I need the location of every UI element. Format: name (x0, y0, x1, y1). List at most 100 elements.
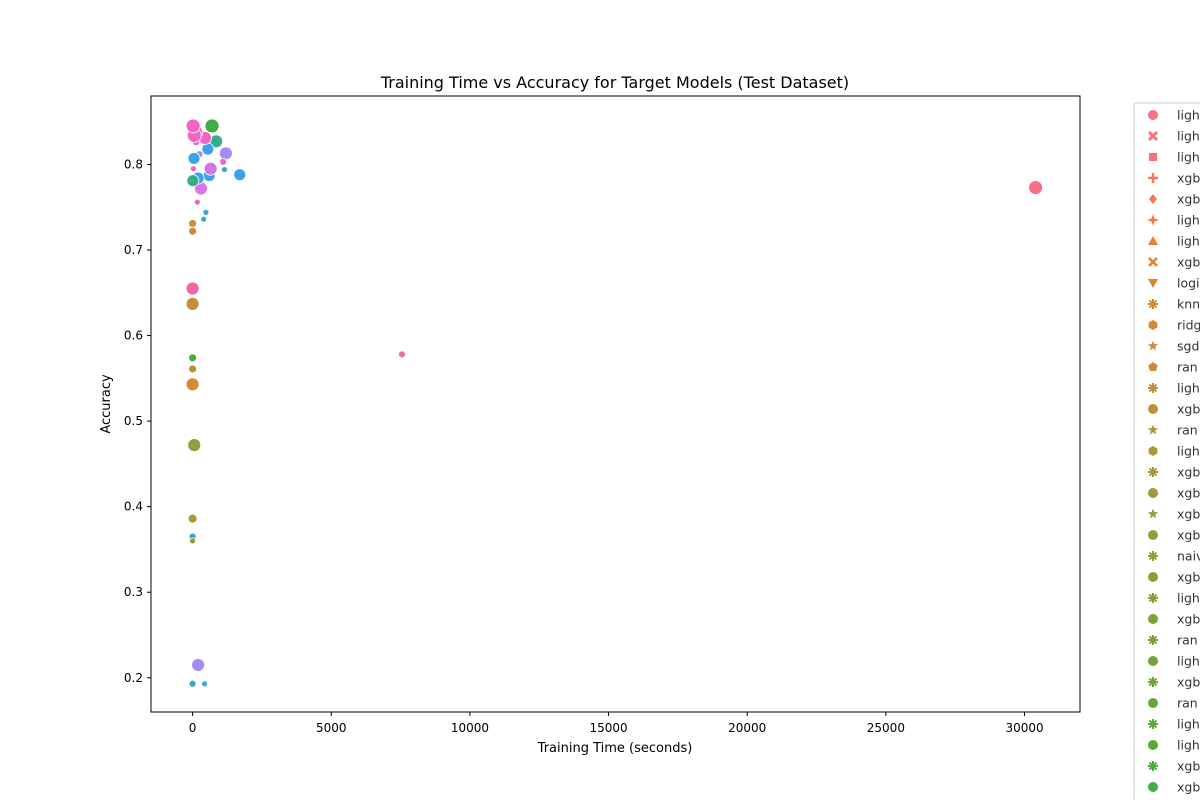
legend-label: xgb (1177, 465, 1200, 480)
legend-item: ran (1148, 696, 1198, 711)
legend-marker (1148, 593, 1158, 603)
data-point (218, 146, 233, 161)
legend-item: xgb (1148, 465, 1200, 480)
legend-label: ligh (1177, 717, 1200, 732)
legend-marker (1148, 488, 1158, 498)
legend-label: ran (1177, 696, 1198, 711)
data-point (185, 118, 201, 134)
legend-marker (1148, 362, 1158, 372)
legend-item: xgb (1149, 192, 1200, 207)
legend-marker (1148, 530, 1158, 540)
data-point (201, 680, 208, 688)
x-tick-label: 15000 (589, 721, 627, 735)
legend-label: knn (1177, 297, 1200, 312)
legend-marker (1149, 153, 1157, 161)
data-point (233, 168, 247, 182)
legend-item: sgd (1147, 339, 1199, 354)
y-tick-label: 0.4 (124, 500, 143, 514)
legend-label: ligh (1177, 234, 1200, 249)
legend-label: ligh (1177, 381, 1200, 396)
legend-item: xgb (1148, 402, 1200, 417)
legend-label: xgb (1177, 255, 1200, 270)
x-tick-label: 20000 (728, 721, 766, 735)
data-point (204, 118, 220, 134)
legend-marker (1148, 467, 1158, 477)
legend-marker (1149, 194, 1157, 204)
legend-item: ligh (1148, 444, 1200, 459)
y-axis-label: Accuracy (99, 374, 114, 434)
data-point (185, 296, 200, 311)
legend-marker (1148, 404, 1158, 414)
legend-item: xgb (1148, 759, 1200, 774)
tick-layer: 0 5000 10000 15000 20000 25000 30000 0.2 0.3 0.4 0… (124, 157, 1044, 735)
data-point (202, 208, 210, 216)
legend-marker (1148, 383, 1158, 393)
legend-item: xgb (1148, 612, 1200, 627)
y-tick-label: 0.3 (124, 585, 143, 599)
legend-item: ligh (1147, 129, 1200, 144)
x-tick-label: 25000 (867, 721, 905, 735)
legend-item: xgb (1147, 507, 1200, 522)
legend-marker (1148, 614, 1158, 624)
y-tick-label: 0.7 (124, 243, 143, 257)
legend: ligh ligh ligh xgb xgb ligh ligh xgb logi knn ridg… (1133, 102, 1200, 800)
data-point (187, 513, 198, 524)
legend-marker (1148, 299, 1158, 309)
legend-label: ligh (1177, 129, 1200, 144)
legend-label: xgb (1177, 192, 1200, 207)
data-point (188, 679, 197, 688)
data-point (193, 198, 201, 206)
legend-item: ligh (1148, 738, 1200, 753)
data-point (187, 438, 202, 452)
legend-label: xgb (1177, 675, 1200, 690)
legend-label: xgb (1177, 528, 1200, 543)
legend-label: ligh (1177, 591, 1200, 606)
legend-label: xgb (1177, 570, 1200, 585)
legend-marker (1148, 761, 1158, 771)
legend-label: ligh (1177, 108, 1200, 123)
legend-marker (1148, 572, 1158, 582)
data-point (219, 157, 228, 166)
legend-marker (1148, 782, 1158, 792)
legend-item: ran (1148, 633, 1198, 648)
legend-marker (1148, 656, 1158, 666)
legend-item: xgb (1148, 171, 1200, 186)
data-point (190, 165, 197, 173)
legend-label: xgb (1177, 759, 1200, 774)
data-point (185, 377, 200, 392)
legend-marker (1148, 719, 1158, 729)
legend-item: ligh (1147, 213, 1200, 228)
data-point (221, 166, 228, 173)
legend-label: xgb (1177, 507, 1200, 522)
data-point (188, 364, 197, 374)
legend-label: sgd (1177, 339, 1199, 354)
legend-item: xgb (1148, 486, 1200, 501)
legend-item: ran (1148, 360, 1198, 375)
legend-label: xgb (1177, 486, 1200, 501)
x-tick-label: 5000 (316, 721, 347, 735)
legend-item: ligh (1148, 234, 1200, 249)
data-point (188, 226, 197, 236)
legend-box (1133, 102, 1200, 800)
legend-item: xgb (1148, 780, 1200, 795)
data-point (189, 537, 196, 545)
legend-label: xgb (1177, 171, 1200, 186)
data-point (398, 350, 406, 359)
legend-item: logi (1148, 276, 1200, 291)
data-point (185, 281, 200, 296)
legend-marker (1148, 677, 1158, 687)
legend-item: xgb (1148, 675, 1200, 690)
data-point (187, 152, 201, 165)
legend-label: logi (1177, 276, 1200, 291)
legend-marker (1148, 446, 1158, 456)
points-layer (185, 118, 1044, 688)
legend-label: xgb (1177, 402, 1200, 417)
legend-label: xgb (1177, 780, 1200, 795)
legend-marker (1148, 551, 1158, 561)
plot-area (150, 95, 1081, 713)
x-tick-label: 10000 (451, 721, 489, 735)
legend-label: ligh (1177, 150, 1200, 165)
x-axis-label: Training Time (seconds) (537, 741, 693, 756)
legend-marker (1148, 279, 1158, 288)
